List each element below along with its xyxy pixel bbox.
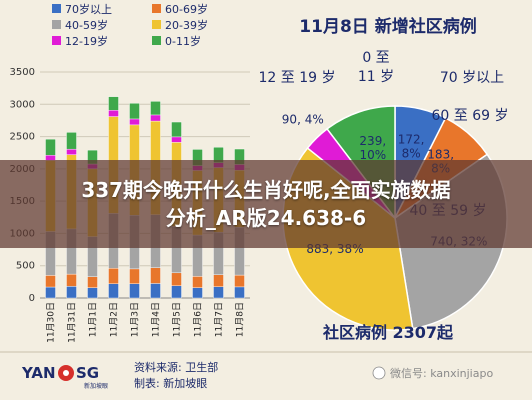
bar-segment bbox=[45, 138, 56, 156]
legend-label: 60-69岁 bbox=[165, 2, 208, 16]
wechat-icon bbox=[372, 366, 386, 380]
y-tick-label: 500 bbox=[16, 261, 35, 272]
bar-segment bbox=[108, 283, 119, 299]
pie-value-line: 183, bbox=[427, 148, 454, 162]
pie-value-label: 239, 10% bbox=[359, 134, 386, 162]
pie-value-line: 239, bbox=[359, 134, 386, 148]
pie-category-line: 70 岁以上 bbox=[440, 70, 504, 86]
bar-segment bbox=[66, 148, 77, 155]
legend-label: 20-39岁 bbox=[165, 18, 208, 32]
x-tick-label: 11月8日 bbox=[235, 302, 246, 337]
bar-segment bbox=[45, 275, 56, 288]
logo-subtitle: 新加坡眼 bbox=[84, 382, 108, 390]
bar-segment bbox=[150, 101, 161, 116]
pie-value-label: 172, 8% bbox=[398, 132, 425, 160]
bar-segment bbox=[108, 110, 119, 117]
source-label: 资料来源: 卫生部 bbox=[134, 360, 218, 374]
bar-segment bbox=[171, 285, 182, 299]
pie-value-line: 90, 4% bbox=[282, 113, 324, 127]
bar-segment bbox=[171, 121, 182, 138]
headline-line-2: 分析_AR版24.638-6 bbox=[165, 206, 367, 230]
pie-category-line: 0 至 bbox=[362, 50, 389, 66]
logo-pupil-icon bbox=[63, 370, 69, 376]
pie-value-line: 172, bbox=[398, 132, 425, 146]
y-tick-label: 0 bbox=[29, 293, 35, 304]
bar-segment bbox=[213, 286, 224, 299]
bar-segment bbox=[171, 272, 182, 286]
logo-text-left: YAN bbox=[21, 364, 56, 382]
bar-segment bbox=[192, 287, 203, 299]
pie-category-label: 12 至 19 岁 bbox=[259, 70, 336, 86]
bar-segment bbox=[171, 136, 182, 143]
x-tick-label: 11月4日 bbox=[151, 302, 162, 337]
bar-segment bbox=[87, 276, 98, 288]
bar-segment bbox=[192, 276, 203, 288]
pie-category-label: 60 至 69 岁 bbox=[432, 108, 509, 124]
headline-banner: 337期今晚开什么生肖好呢,全面实施数据 分析_AR版24.638-6 bbox=[0, 160, 532, 248]
y-tick-label: 3500 bbox=[10, 67, 35, 78]
headline-line-1: 337期今晚开什么生肖好呢,全面实施数据 bbox=[81, 178, 451, 202]
legend-swatch bbox=[52, 20, 61, 29]
legend-label: 40-59岁 bbox=[65, 18, 108, 32]
legend-swatch bbox=[52, 4, 61, 13]
pie-value-line: 10% bbox=[359, 148, 386, 162]
y-tick-label: 2500 bbox=[10, 132, 35, 143]
bar-segment bbox=[129, 283, 140, 299]
pie-value-label: 90, 4% bbox=[282, 113, 324, 127]
bar-segment bbox=[66, 273, 77, 287]
bar-segment bbox=[129, 118, 140, 126]
bar-segment bbox=[234, 286, 245, 299]
bar-segment bbox=[108, 268, 119, 284]
legend-swatch bbox=[52, 36, 61, 45]
bar-segment bbox=[87, 287, 98, 299]
pie-category-label: 70 岁以上 bbox=[440, 70, 504, 86]
x-tick-label: 11月5日 bbox=[172, 302, 183, 337]
maker-label: 制表: 新加坡眼 bbox=[134, 376, 207, 390]
legend-swatch bbox=[152, 20, 161, 29]
x-tick-label: 11月1日 bbox=[88, 302, 99, 337]
bar-segment bbox=[66, 286, 77, 299]
x-tick-label: 11月6日 bbox=[193, 302, 204, 337]
pie-category-label: 0 至 11 岁 bbox=[358, 50, 394, 85]
pie-category-line: 60 至 69 岁 bbox=[432, 108, 509, 124]
bar-segment bbox=[129, 103, 140, 120]
legend-label: 12-19岁 bbox=[65, 34, 108, 48]
legend-swatch bbox=[152, 36, 161, 45]
y-tick-label: 3000 bbox=[10, 99, 35, 110]
x-tick-label: 11月3日 bbox=[130, 302, 141, 337]
bar-segment bbox=[150, 114, 161, 122]
pie-category-line: 11 岁 bbox=[358, 69, 394, 85]
bar-segment bbox=[66, 132, 77, 150]
bar-segment bbox=[150, 267, 161, 284]
bar-segment bbox=[45, 286, 56, 299]
pie-title: 11月8日 新增社区病例 bbox=[299, 16, 476, 37]
bar-segment bbox=[108, 96, 119, 111]
bar-legend: 70岁以上 60-69岁 40-59岁 20-39岁 12-19岁 0-11岁 bbox=[52, 2, 208, 48]
pie-value-line: 8% bbox=[402, 146, 421, 160]
legend-label: 0-11岁 bbox=[165, 34, 201, 48]
pie-category-line: 12 至 19 岁 bbox=[259, 70, 336, 86]
x-tick-label: 11月30日 bbox=[46, 302, 57, 343]
bar-segment bbox=[150, 283, 161, 299]
x-tick-label: 11月7日 bbox=[214, 302, 225, 337]
x-tick-label: 11月31日 bbox=[67, 302, 78, 343]
legend-label: 70岁以上 bbox=[65, 2, 112, 16]
bar-segment bbox=[234, 274, 245, 288]
pie-total-label: 社区病例 2307起 bbox=[322, 323, 454, 342]
bar-segment bbox=[213, 274, 224, 287]
wechat-watermark: 微信号: kanxinjiapo bbox=[390, 366, 493, 380]
logo-text-right: SG bbox=[76, 364, 99, 382]
bar-segment bbox=[129, 268, 140, 284]
x-tick-label: 11月2日 bbox=[109, 302, 120, 337]
legend-swatch bbox=[152, 4, 161, 13]
